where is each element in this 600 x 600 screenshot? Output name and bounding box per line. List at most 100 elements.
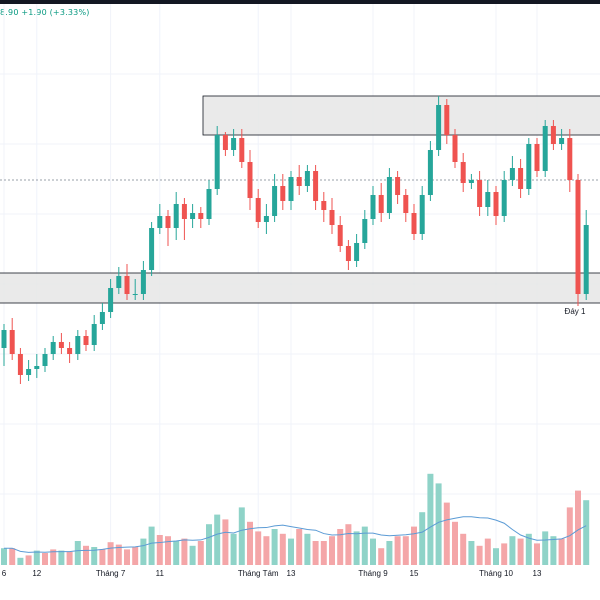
volume-bar [329,536,335,565]
candle-body [411,213,417,234]
volume-bar [148,526,155,565]
candle-body [116,276,122,288]
candle-body [550,126,556,144]
candle-body [403,195,409,213]
candle-body [395,177,401,195]
x-tick-label: Tháng 10 [479,569,513,578]
volume-bar [115,544,122,565]
volume-bar [189,545,196,565]
volume-bar [50,549,57,565]
candle-body [583,225,589,294]
candle-body [567,138,573,180]
volume-bar [493,548,499,565]
volume-ma-line [4,516,587,553]
x-tick-label: Tháng Tám [238,569,279,578]
volume-bar [206,524,212,565]
candle-body [263,216,269,222]
volume-bar [173,541,180,565]
candles [1,96,589,384]
volume-bar [534,543,540,565]
volume-bar [583,500,590,565]
volume-bar [542,531,549,565]
candle-body [485,192,491,207]
volume-bar [558,538,565,565]
volume-bar [74,541,81,565]
candle-body [419,195,425,234]
volume-bar [353,531,360,565]
volume-bar [288,538,294,565]
volume-bar [25,555,32,565]
candle-body [239,138,245,162]
candle-body [526,144,532,189]
candle-body [91,324,97,345]
volume-bar [132,547,139,565]
candle-body [304,171,310,186]
candle-body [378,195,384,213]
candle-body [222,135,228,150]
volume-bar [91,547,98,565]
candle-body [132,294,138,295]
candle-body [354,243,360,261]
volume-bar [255,531,262,565]
candle-body [165,216,171,228]
volume-bar [427,473,434,565]
volume-bar [575,490,581,565]
candle-body [296,177,302,186]
x-tick-label: 13 [287,569,296,578]
candle-body [272,186,278,216]
candle-body [149,228,155,270]
candle-body [501,180,507,216]
candle-body [362,219,368,243]
volume-bar [312,541,319,565]
candle-body [83,336,89,345]
volume-bar [468,541,475,565]
volume-bar [9,548,16,565]
candle-body [26,369,32,375]
candle-body [190,213,196,219]
candle-body [198,213,204,219]
volume-bar [402,536,409,565]
volume-bar [525,533,532,565]
candle-body [231,138,237,150]
candle-body [460,162,466,183]
volume-bar [222,519,229,565]
candle-body [518,168,524,189]
candle-body [370,195,376,219]
candle-body [124,276,130,294]
volume-bar [509,536,516,565]
volume-bar [58,550,65,565]
candle-body [17,354,23,375]
volume-bar [361,526,368,565]
volume-bar [411,526,417,565]
candle-body [1,330,7,348]
x-tick-label: 15 [410,569,419,578]
candle-body [34,366,40,369]
volume-bar [517,538,524,565]
candle-body [50,342,56,354]
candle-body [280,186,286,201]
volume-bar [271,529,278,565]
volume-bar [378,548,385,565]
candle-body [173,204,179,228]
candle-body [214,135,220,189]
volume-bar [435,483,442,565]
candle-body [140,270,146,294]
candle-body [67,348,73,354]
volume-bar [181,538,188,565]
volume-bar [263,536,270,565]
volume-bar [238,507,245,565]
volume-bar [197,541,204,565]
candle-body [329,210,335,225]
x-tick-label: 11 [156,569,165,578]
zones-layer [0,95,600,304]
volume-bar [304,533,311,565]
volume-bar [107,542,114,565]
candle-body [534,144,540,171]
annotation-label: Đáy 1 [565,307,586,316]
volume-bar [550,536,557,565]
candle-body [427,150,433,195]
volume-bar [99,549,106,565]
zone-rect [202,95,600,136]
volume-bar [156,535,163,565]
